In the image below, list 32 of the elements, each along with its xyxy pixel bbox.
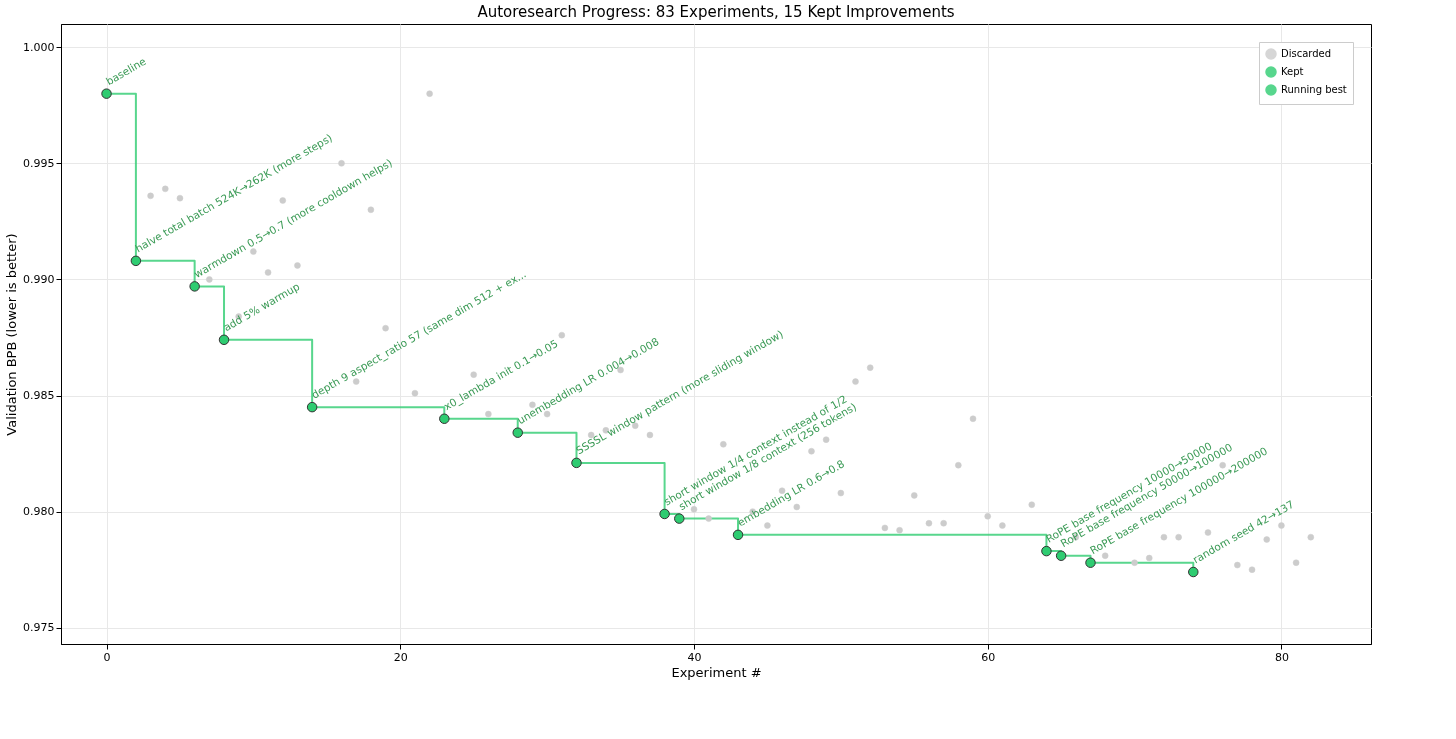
y-axis-title: Validation BPB (lower is better)	[4, 233, 20, 436]
point	[1041, 545, 1052, 557]
point	[101, 88, 112, 99]
point	[571, 457, 582, 469]
x-tick-label: 20	[393, 650, 408, 664]
point	[1055, 550, 1067, 561]
point	[659, 508, 670, 520]
point	[1085, 557, 1096, 568]
y-tick-label: 0.975	[23, 621, 55, 635]
y-tick-label: 0.990	[23, 272, 55, 286]
legend-label: Kept	[1281, 66, 1304, 77]
legend-label: Discarded	[1281, 48, 1332, 59]
x-tick-label: 40	[687, 650, 702, 664]
point	[218, 334, 230, 346]
x-tick-label: 60	[981, 650, 996, 664]
chart-title: Autoresearch Progress: 83 Experiments, 15 Kept Improvements	[477, 3, 955, 21]
y-tick-label: 0.995	[23, 156, 55, 170]
point	[189, 281, 200, 292]
point	[306, 401, 318, 413]
point	[732, 529, 744, 541]
point	[674, 513, 685, 524]
x-axis-title: Experiment #	[671, 664, 762, 680]
point	[1188, 566, 1199, 578]
point	[439, 413, 450, 424]
y-tick-label: 0.985	[23, 389, 55, 403]
x-tick-label: 80	[1274, 650, 1289, 664]
x-tick-label: 0	[103, 650, 111, 664]
point	[512, 427, 523, 438]
y-tick-label: 1.000	[23, 40, 55, 54]
legend-label: Running best	[1281, 84, 1347, 95]
y-tick-label: 0.980	[23, 505, 55, 519]
point	[130, 255, 142, 267]
